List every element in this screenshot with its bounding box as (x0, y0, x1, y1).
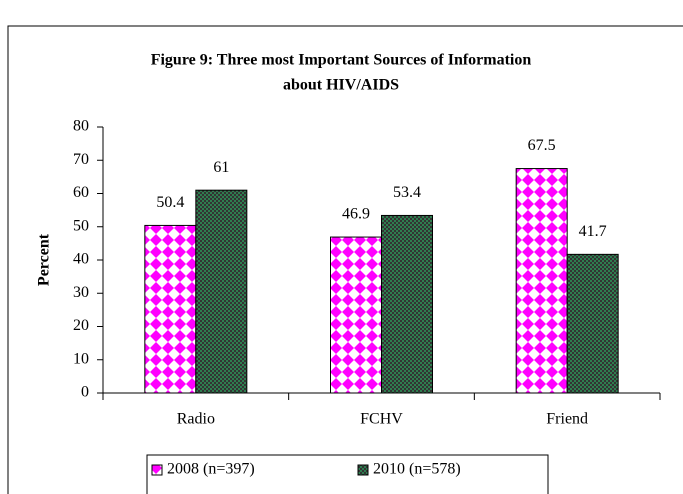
data-label: 41.7 (579, 223, 607, 240)
legend-label: 2008 (n=397) (167, 461, 255, 478)
y-tick-label: 80 (73, 118, 89, 135)
legend-box (146, 454, 549, 494)
legend-swatch (357, 464, 369, 476)
y-tick-label: 10 (73, 350, 89, 367)
bar (566, 253, 619, 394)
data-label: 53.4 (393, 184, 421, 201)
bar (515, 168, 568, 394)
data-label: 67.5 (528, 137, 556, 154)
bar (330, 236, 382, 394)
data-label: 61 (213, 159, 229, 176)
bar (195, 189, 248, 394)
y-tick-label: 0 (81, 384, 89, 401)
y-tick-label: 40 (73, 251, 89, 268)
bar (144, 224, 197, 394)
y-tick-label: 20 (73, 317, 89, 334)
chart-title: Figure 9: Three most Important Sources o… (151, 52, 532, 69)
y-tick-label: 30 (73, 284, 89, 301)
legend-swatch (151, 464, 163, 476)
x-tick-label: Friend (546, 411, 588, 428)
x-tick-label: FCHV (360, 411, 403, 428)
legend-label: 2010 (n=578) (373, 461, 461, 478)
y-tick-label: 60 (73, 184, 89, 201)
y-axis-label: Percent (36, 233, 53, 286)
x-tick-label: Radio (177, 411, 215, 428)
bar (381, 214, 433, 394)
data-label: 46.9 (342, 206, 370, 223)
chart-title: about HIV/AIDS (283, 77, 399, 94)
y-tick-label: 50 (73, 217, 89, 234)
data-label: 50.4 (156, 194, 184, 211)
y-tick-label: 70 (73, 151, 89, 168)
